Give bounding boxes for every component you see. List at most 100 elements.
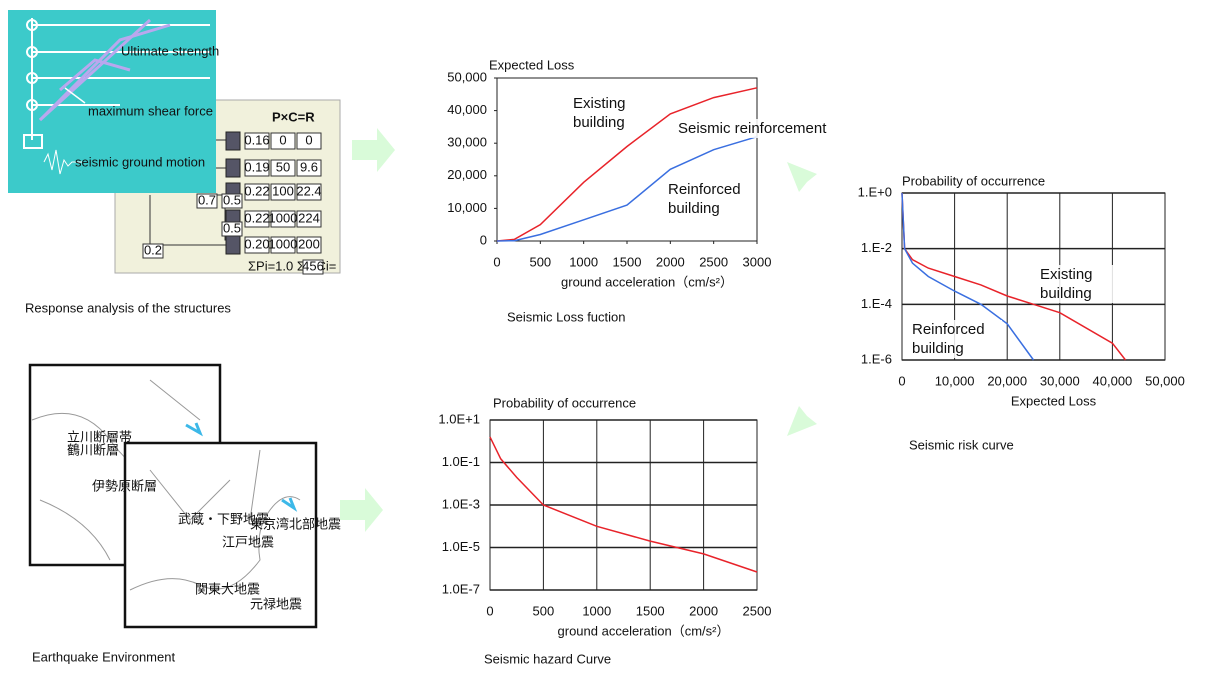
table-cell-text: 0 [279,132,286,147]
annotation: Reinforced building [912,320,1002,358]
line-series [496,87,758,242]
map-label: 武蔵・下野地震 [178,511,269,526]
table-cell [296,183,322,201]
y-tick-label: 1.0E+1 [438,411,480,426]
map-label: 立川断層帯 [67,429,132,444]
branch-box [221,221,243,237]
y-tick-label: 1.E-6 [861,351,892,366]
table-cell-text: 100 [272,183,294,198]
map-label: 鶴川断層 [67,442,119,457]
x-tick-label: 500 [533,603,555,618]
caption: Response analysis of the structures [25,300,231,315]
y-tick-label: 10,000 [447,200,487,215]
x-tick-label: 500 [529,254,551,269]
table-cell-text: 200 [298,236,320,251]
x-tick-label: 2000 [656,254,685,269]
caption: Seismic hazard Curve [484,651,611,666]
ground-motion [43,149,82,175]
map-label: 元禄地震 [250,596,302,611]
x-axis-label: ground acceleration（cm/s²） [561,274,733,289]
map-lines [129,449,301,591]
x-tick-label: 0 [898,373,905,388]
table-cell-text: 22.4 [296,183,321,198]
branch-box [196,193,218,209]
table-cell-text: 0.19 [244,159,269,174]
line-series [489,436,758,573]
y-tick-label: 1.E+0 [858,184,892,199]
x-tick-label: 30,000 [1040,373,1080,388]
building-icon [225,235,241,255]
building-icon [225,131,241,151]
table-cell-text: 0.20 [244,236,269,251]
label: Ultimate strength [121,43,219,58]
y-tick-label: 20,000 [447,167,487,182]
x-tick-label: 1500 [613,254,642,269]
frame-model [23,18,210,149]
y-tick-label: 40,000 [447,102,487,117]
y-tick-label: 1.0E-1 [442,454,480,469]
table-cell-text: 224 [298,210,320,225]
table-cell [244,210,270,228]
building-icon [225,158,241,178]
x-tick-label: 0 [486,603,493,618]
branch-text: 0.5 [223,192,241,207]
map-label: 伊勢原断層 [92,478,157,493]
x-tick-label: 50,000 [1145,373,1185,388]
y-tick-label: 1.0E-3 [442,496,480,511]
table-cell [270,183,296,201]
table-cell-text: 0.22 [244,183,269,198]
x-tick-label: 40,000 [1093,373,1133,388]
table-cell [296,236,322,254]
table-cell [244,236,270,254]
table-cell-text: 0 [305,132,312,147]
y-tick-label: 1.0E-7 [442,581,480,596]
sum-box [302,259,324,275]
annotation: Reinforced building [668,180,753,218]
caption: Earthquake Environment [32,649,175,664]
x-tick-label: 2500 [699,254,728,269]
branch-box [142,243,164,259]
x-tick-label: 2000 [689,603,718,618]
y-tick-label: 30,000 [447,135,487,150]
map-label: 江戸地震 [222,534,274,549]
chart-title: Expected Loss [489,57,575,72]
table-cell-text: 50 [276,159,290,174]
line-series [901,192,1127,361]
table-cell [270,132,296,150]
map-arrow [185,422,298,512]
line-series [901,192,1035,361]
x-axis-label: ground acceleration（cm/s²） [558,623,730,638]
table-cell-text: 1000 [269,236,298,251]
table-cell-text: 9.6 [300,159,318,174]
x-tick-label: 2500 [743,603,772,618]
branch-text: 0.2 [144,242,162,257]
flow-arrows [340,128,825,532]
annotation: Seismic reinforcement [678,119,878,138]
table-cell [296,132,322,150]
line-series [496,135,758,242]
x-tick-label: 20,000 [987,373,1027,388]
x-tick-label: 0 [493,254,500,269]
x-axis-label: Expected Loss [1011,393,1097,408]
table-cell [296,159,322,177]
table-title: P×C=R [272,109,315,124]
table-cell [244,132,270,150]
y-tick-label: 1.E-2 [861,240,892,255]
x-tick-label: 1000 [582,603,611,618]
pointer [64,87,86,104]
branch-box [221,193,243,209]
annotation: Existing building [573,94,643,132]
y-tick-label: 0 [480,232,487,247]
x-tick-label: 1000 [569,254,598,269]
label: seismic ground motion [75,154,205,169]
map [123,441,318,629]
table-cell [270,159,296,177]
force-curves [38,18,171,122]
chart-title: Probability of occurrence [493,395,636,410]
table-cell-text: 0.22 [244,210,269,225]
chart-title: Probability of occurrence [902,173,1045,188]
y-tick-label: 1.0E-5 [442,539,480,554]
caption: Seismic Loss fuction [507,309,626,324]
table-cell-text: 1000 [269,210,298,225]
